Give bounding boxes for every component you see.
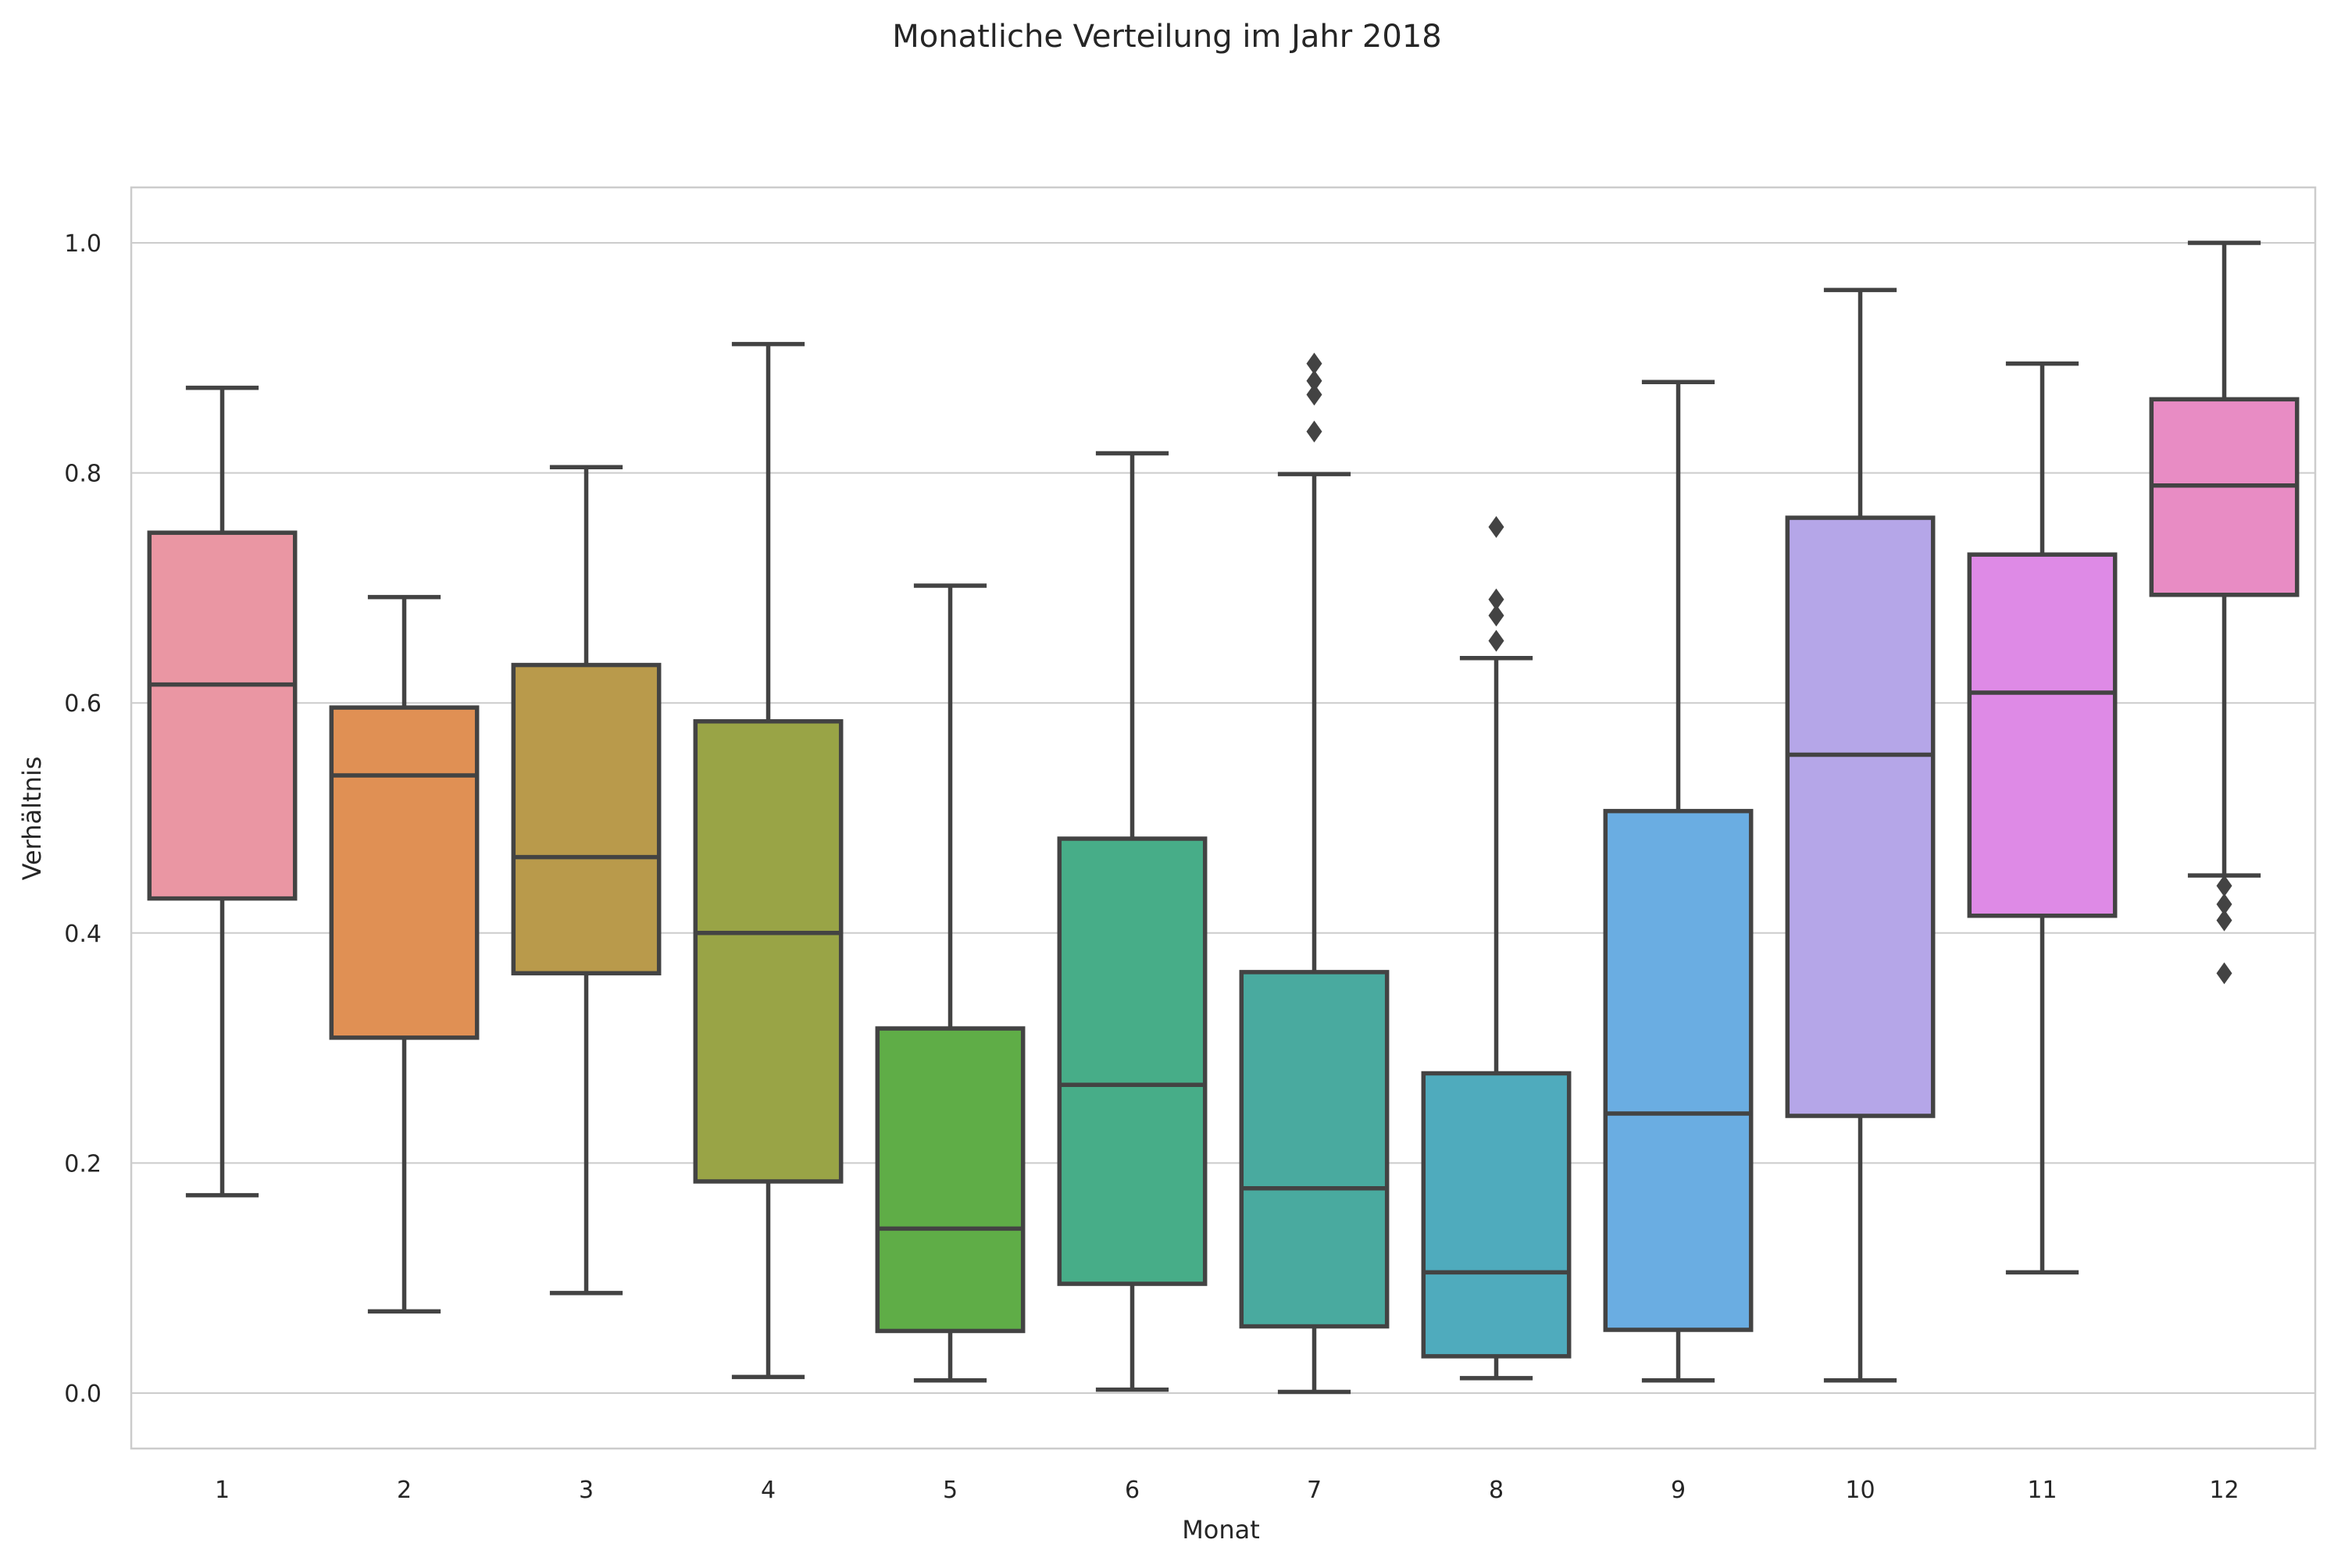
outlier-marker xyxy=(1488,629,1504,652)
box-iqr xyxy=(1967,552,2118,918)
x-tick-label: 11 xyxy=(2027,1477,2057,1504)
x-axis-ticks: 1 2 3 4 5 6 7 8 9 10 11 12 xyxy=(215,1477,2239,1504)
x-tick-label: 9 xyxy=(1671,1477,1686,1504)
x-tick-label: 1 xyxy=(215,1477,230,1504)
y-tick-label: 0.4 xyxy=(64,921,102,948)
outlier-marker xyxy=(2216,909,2232,932)
box-iqr xyxy=(1785,515,1936,1118)
box-iqr xyxy=(1239,970,1390,1329)
box-group-month-11 xyxy=(1967,361,2118,1275)
outlier-marker xyxy=(2216,893,2232,915)
outlier-marker xyxy=(1488,588,1504,611)
y-tick-label: 0.0 xyxy=(64,1381,102,1408)
box-iqr xyxy=(2149,397,2300,597)
y-tick-label: 0.6 xyxy=(64,690,102,718)
box-group-month-12 xyxy=(2149,241,2300,985)
box-group-month-5 xyxy=(875,583,1026,1383)
chart-title: Monatliche Verteilung im Jahr 2018 xyxy=(892,19,1441,55)
box-group-month-3 xyxy=(511,465,662,1295)
outlier-marker xyxy=(1488,515,1504,538)
outlier-marker xyxy=(1306,369,1322,392)
box-group-month-6 xyxy=(1057,451,1208,1392)
x-tick-label: 5 xyxy=(943,1477,958,1504)
x-tick-label: 4 xyxy=(761,1477,776,1504)
x-tick-label: 3 xyxy=(579,1477,594,1504)
outlier-marker xyxy=(2216,875,2232,897)
plot-area xyxy=(131,187,2315,1449)
outlier-marker xyxy=(1306,420,1322,443)
y-axis-label: Verhältnis xyxy=(17,757,47,881)
box-group-month-1 xyxy=(147,385,298,1198)
box-iqr xyxy=(329,705,480,1040)
box-iqr xyxy=(693,719,844,1184)
y-tick-label: 0.2 xyxy=(64,1150,102,1178)
x-tick-label: 6 xyxy=(1125,1477,1140,1504)
outlier-marker xyxy=(2216,962,2232,985)
gridlines xyxy=(131,242,2315,1394)
box-group-month-9 xyxy=(1603,380,1754,1383)
box-group-month-2 xyxy=(329,594,480,1314)
y-tick-label: 1.0 xyxy=(64,230,102,258)
y-axis-ticks: 0.0 0.2 0.4 0.6 0.8 1.0 xyxy=(64,230,102,1408)
x-tick-label: 12 xyxy=(2209,1477,2239,1504)
x-tick-label: 7 xyxy=(1307,1477,1322,1504)
box-iqr xyxy=(1421,1071,1572,1359)
outlier-marker xyxy=(1306,352,1322,375)
boxes xyxy=(147,241,2300,1395)
y-tick-label: 0.8 xyxy=(64,461,102,488)
x-axis-label: Monat xyxy=(1182,1515,1260,1545)
box-iqr xyxy=(875,1026,1026,1334)
outlier-marker xyxy=(1306,383,1322,406)
x-tick-label: 10 xyxy=(1845,1477,1875,1504)
box-iqr xyxy=(1057,836,1208,1286)
box-group-month-8 xyxy=(1421,515,1572,1381)
box-group-month-4 xyxy=(693,341,844,1380)
x-tick-label: 2 xyxy=(397,1477,412,1504)
plot-frame xyxy=(130,186,2317,1450)
box-iqr xyxy=(511,662,662,976)
x-tick-label: 8 xyxy=(1489,1477,1504,1504)
box-iqr xyxy=(147,530,298,901)
box-iqr xyxy=(1603,808,1754,1332)
box-group-month-10 xyxy=(1785,287,1936,1383)
box-group-month-7 xyxy=(1239,352,1390,1395)
outlier-marker xyxy=(1488,604,1504,627)
